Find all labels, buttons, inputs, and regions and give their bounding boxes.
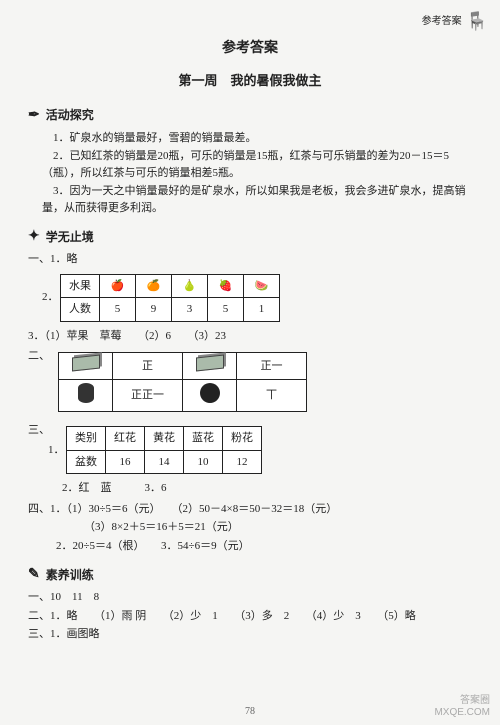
cuboid-icon xyxy=(59,353,113,380)
section-activity: ✒ 活动探究 xyxy=(28,105,472,126)
table-row: 类别 红花 黄花 蓝花 粉花 xyxy=(67,427,262,451)
cell: 9 xyxy=(136,298,172,322)
orange-icon: 🍊 xyxy=(136,274,172,298)
cell: 粉花 xyxy=(223,427,262,451)
header-label: 参考答案 xyxy=(422,14,462,29)
flower-table: 类别 红花 黄花 蓝花 粉花 盆数 16 14 10 12 xyxy=(66,426,262,474)
cuboid-icon xyxy=(183,353,237,380)
train-l1: 一、10 11 8 xyxy=(28,589,472,606)
sub-title: 第一周 我的暑假我做主 xyxy=(28,71,472,91)
section-study: ✦ 学无止境 xyxy=(28,226,472,247)
train-l2: 二、1．略 （1）雨 阴 （2）少 1 （3）多 2 （4）少 3 （5）略 xyxy=(28,608,472,625)
si-l1: 四、1．（1）30÷5＝6（元） （2）50－4×8＝50－32＝18（元） xyxy=(28,501,472,518)
table-row: 人数 5 9 3 5 1 xyxy=(61,298,280,322)
section-train-title: 素养训练 xyxy=(46,566,94,584)
cell: 16 xyxy=(106,450,145,474)
er-label: 二、 xyxy=(28,348,48,365)
chair-icon: 🪑 xyxy=(466,8,488,35)
cell: 5 xyxy=(100,298,136,322)
page-number: 78 xyxy=(245,704,255,719)
table-row: 正 正一 xyxy=(59,353,307,380)
cell: 10 xyxy=(184,450,223,474)
cell: 盆数 xyxy=(67,450,106,474)
section-study-title: 学无止境 xyxy=(46,228,94,246)
act-p2: 2．已知红茶的销量是20瓶，可乐的销量是15瓶，红茶与可乐销量的差为20－15＝… xyxy=(42,148,472,181)
watermark: 答案圈 MXQE.COM xyxy=(434,695,490,719)
cell: 正一 xyxy=(237,353,307,380)
section-train: ✎ 素养训练 xyxy=(28,564,472,585)
san-label: 三、 xyxy=(28,422,48,439)
act-p1: 1．矿泉水的销量最好，雪碧的销量最差。 xyxy=(42,130,472,147)
pencil-icon: ✎ xyxy=(28,564,40,585)
yi-1: 一、1．略 xyxy=(28,251,472,268)
cell: 类别 xyxy=(67,427,106,451)
section-activity-title: 活动探究 xyxy=(46,106,94,124)
header-right: 参考答案 🪑 xyxy=(422,8,488,35)
cell: 12 xyxy=(223,450,262,474)
flower-prefix: 1． xyxy=(48,442,62,459)
apple-icon: 🍎 xyxy=(100,274,136,298)
cell: 水果 xyxy=(61,274,100,298)
cell: 红花 xyxy=(106,427,145,451)
cell: 正 xyxy=(113,353,183,380)
strawberry-icon: 🍓 xyxy=(208,274,244,298)
si-l3: 2．20÷5＝4（根） 3．54÷6＝9（元） xyxy=(56,538,472,555)
cylinder-icon xyxy=(59,379,113,412)
fruit-table: 水果 🍎 🍊 🍐 🍓 🍉 人数 5 9 3 5 1 xyxy=(60,274,280,322)
san-2: 2．红 蓝 3．6 xyxy=(62,480,262,497)
cell: 蓝花 xyxy=(184,427,223,451)
watermark-a: 答案圈 xyxy=(434,695,490,707)
cell: 14 xyxy=(145,450,184,474)
cell: 丅 xyxy=(237,379,307,412)
si-l2: （3）8×2＋5＝16＋5＝21（元） xyxy=(84,519,472,536)
fruit-prefix: 2． xyxy=(42,289,56,306)
train-l3: 三、1．画图略 xyxy=(28,626,472,643)
pen-icon: ✒ xyxy=(28,105,40,126)
cell: 5 xyxy=(208,298,244,322)
star-icon: ✦ xyxy=(28,226,40,247)
watermark-b: MXQE.COM xyxy=(434,707,490,719)
table-row: 水果 🍎 🍊 🍐 🍓 🍉 xyxy=(61,274,280,298)
tally-table: 正 正一 正正一 丅 xyxy=(58,352,307,412)
table-row: 正正一 丅 xyxy=(59,379,307,412)
cell: 正正一 xyxy=(113,379,183,412)
cell: 3 xyxy=(172,298,208,322)
sphere-icon xyxy=(183,379,237,412)
pear-icon: 🍐 xyxy=(172,274,208,298)
cell: 1 xyxy=(244,298,280,322)
table-row: 盆数 16 14 10 12 xyxy=(67,450,262,474)
watermelon-icon: 🍉 xyxy=(244,274,280,298)
cell: 人数 xyxy=(61,298,100,322)
yi-3: 3．（1）苹果 草莓 （2）6 （3）23 xyxy=(28,328,472,345)
act-p3: 3．因为一天之中销量最好的是矿泉水，所以如果我是老板，我会多进矿泉水，提高销量，… xyxy=(42,183,472,216)
main-title: 参考答案 xyxy=(28,38,472,59)
cell: 黄花 xyxy=(145,427,184,451)
